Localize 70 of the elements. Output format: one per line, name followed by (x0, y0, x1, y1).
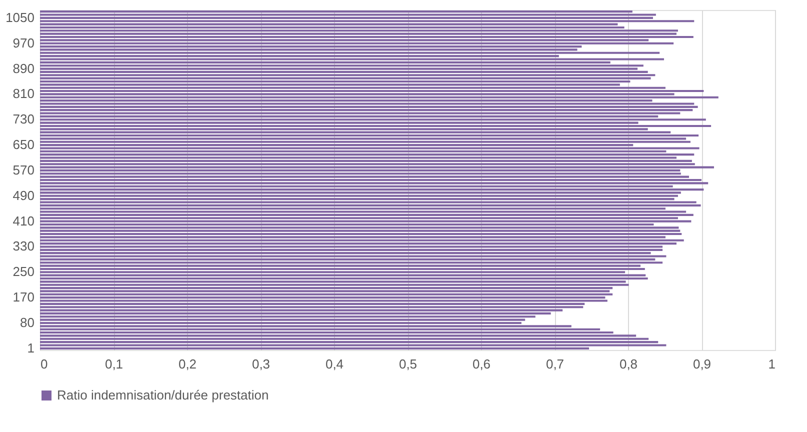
y-tick-label: 170 (12, 290, 34, 305)
bar (40, 290, 610, 292)
bar (40, 90, 704, 92)
bar (40, 14, 656, 16)
y-tick-label: 810 (12, 86, 34, 102)
x-tick-label: 1 (768, 356, 776, 372)
legend-label: Ratio indemnisation/durée prestation (57, 388, 269, 402)
bar (40, 166, 714, 168)
bar (40, 268, 645, 270)
bar (40, 58, 664, 60)
y-tick-label: 330 (12, 238, 34, 254)
bar (40, 36, 694, 38)
bar (40, 124, 712, 128)
x-tick-label: 0,7 (546, 356, 564, 372)
bar (40, 214, 694, 216)
bar (40, 277, 648, 280)
y-tick-label: 730 (12, 112, 34, 127)
bar (40, 30, 678, 32)
y-tick-label: 890 (12, 60, 34, 76)
bar (40, 194, 678, 197)
bar (40, 255, 666, 258)
bar (40, 344, 666, 346)
y-tick-label: 1 (27, 340, 34, 356)
bar (40, 306, 584, 308)
bar (40, 284, 629, 286)
bar (40, 160, 692, 162)
bar (40, 147, 700, 150)
bar (40, 118, 706, 121)
bar (40, 226, 679, 229)
bar (40, 154, 694, 156)
bar (40, 232, 682, 236)
x-tick-label: 0,6 (472, 356, 491, 372)
bar (40, 220, 692, 222)
bar (40, 274, 646, 276)
bar (40, 262, 663, 264)
y-tick-label: 250 (12, 264, 34, 280)
y-tick-label: 570 (12, 162, 34, 178)
x-tick-label: 0,4 (325, 356, 344, 372)
bar (40, 230, 680, 232)
bar (40, 239, 684, 242)
bar (40, 96, 718, 98)
y-tick-label: 80 (20, 314, 34, 330)
y-tick-label: 650 (12, 137, 34, 152)
x-tick-label: 0,5 (398, 356, 418, 372)
bar (40, 42, 674, 44)
bar (40, 182, 708, 184)
bar (40, 77, 651, 80)
bar (40, 106, 698, 108)
bar (40, 64, 644, 67)
x-tick-label: 0 (40, 356, 48, 372)
y-tick-label: 970 (12, 35, 34, 50)
x-tick-label: 0,3 (252, 356, 270, 372)
bar (40, 140, 690, 143)
bar (40, 20, 694, 22)
x-tick-label: 0,2 (178, 356, 197, 372)
y-tick-label: 410 (12, 213, 34, 228)
y-tick-label: 490 (12, 188, 34, 203)
bar (40, 134, 699, 137)
bar (40, 52, 660, 54)
x-tick-label: 0,9 (692, 356, 712, 372)
y-tick-label: 1050 (6, 10, 34, 25)
bar (40, 74, 656, 76)
x-tick-label: 0,1 (104, 356, 124, 372)
bar (40, 300, 608, 302)
bar (40, 102, 694, 105)
x-tick-label: 0,8 (619, 356, 638, 372)
bar (40, 204, 701, 206)
bar (40, 188, 704, 191)
bar (40, 248, 663, 251)
bar (40, 293, 613, 296)
